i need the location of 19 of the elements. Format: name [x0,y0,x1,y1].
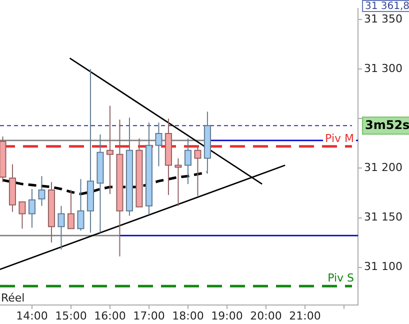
x-tick-label: 15:00 [55,309,87,322]
y-tick-label: 31 200 [364,161,402,174]
text: 31 361,8 [365,1,409,12]
x-tick-label: 20:00 [250,309,282,322]
ref-line-label: Piv S [328,272,354,285]
text: 3m52s [365,118,409,132]
x-tick-label: 17:00 [133,309,165,322]
x-tick-label: 16:00 [94,309,126,322]
y-tick-label: 31 100 [364,260,402,274]
y-tick-label: 31 350 [364,12,402,26]
x-tick-label: 19:00 [211,309,243,322]
y-tick-label: 31 300 [364,62,402,75]
y-tick-label: 31 150 [364,210,402,224]
line-series [1,170,209,196]
x-tick-label: 18:00 [172,309,204,322]
ref-line-label: Piv M [325,132,354,145]
x-tick-label: 14:00 [16,309,48,322]
annotation: Réel [1,291,25,304]
x-tick-label: 21:00 [289,309,321,322]
